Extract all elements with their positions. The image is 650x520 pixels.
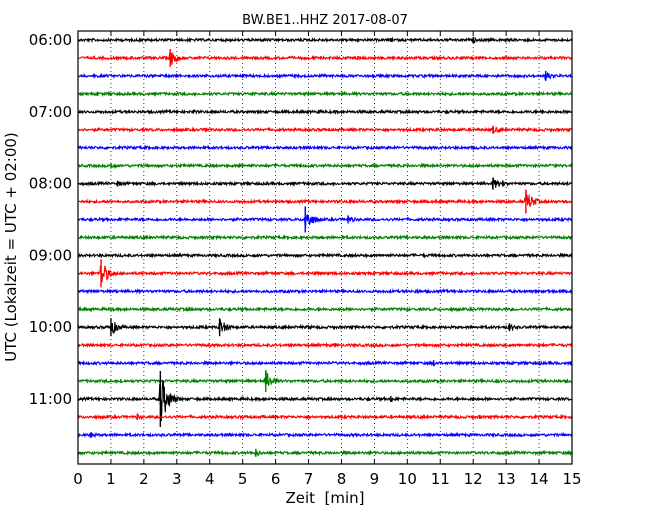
trace-row xyxy=(77,252,573,259)
seismic-trace xyxy=(77,305,573,313)
x-tick-label: 1 xyxy=(106,470,116,488)
plot-frame xyxy=(77,30,573,465)
seismic-trace xyxy=(77,52,573,65)
trace-row xyxy=(77,305,573,313)
x-tick-label: 10 xyxy=(398,470,417,488)
x-axis-ticks: 0 1 2 3 4 5 6 7 8 9 10 11 12 13 14 15 xyxy=(73,31,582,488)
seismic-trace xyxy=(77,252,573,259)
x-tick-label: 2 xyxy=(139,470,149,488)
x-tick-label: 6 xyxy=(271,470,281,488)
seismic-trace xyxy=(78,178,573,189)
trace-row xyxy=(77,36,573,44)
x-tick-label: 11 xyxy=(431,470,450,488)
seismic-trace xyxy=(77,36,573,44)
x-tick-label: 0 xyxy=(73,470,83,488)
trace-row xyxy=(77,108,573,116)
x-tick-label: 4 xyxy=(205,470,215,488)
y-axis-ticks: 06:00 07:00 08:00 09:00 10:00 11:00 xyxy=(29,31,83,408)
seismic-trace xyxy=(77,371,573,387)
x-tick-label: 8 xyxy=(337,470,347,488)
x-tick-label: 5 xyxy=(238,470,248,488)
trace-row xyxy=(77,359,573,367)
seismic-trace xyxy=(77,265,573,283)
y-tick-label: 06:00 xyxy=(29,31,72,49)
x-tick-label: 12 xyxy=(464,470,483,488)
seismic-trace xyxy=(77,287,573,295)
y-tick-label: 07:00 xyxy=(29,103,72,121)
x-tick-label: 7 xyxy=(304,470,314,488)
y-axis-label: UTC (Lokalzeit = UTC + 02:00) xyxy=(2,132,20,362)
trace-row xyxy=(77,48,573,67)
trace-row xyxy=(77,448,573,457)
seismic-trace xyxy=(77,379,573,422)
seismic-trace xyxy=(77,359,573,367)
seismic-trace xyxy=(77,449,573,457)
trace-row xyxy=(77,234,573,241)
y-tick-label: 09:00 xyxy=(29,246,72,264)
seismic-traces xyxy=(77,36,573,457)
trace-row xyxy=(77,90,573,98)
trace-row xyxy=(77,259,573,288)
seismic-trace xyxy=(77,234,573,241)
seismic-trace xyxy=(77,90,573,98)
y-tick-label: 11:00 xyxy=(29,390,72,408)
seismic-trace xyxy=(77,162,573,170)
seismic-trace xyxy=(77,431,573,439)
trace-row xyxy=(77,370,573,393)
trace-row xyxy=(78,206,573,233)
seismic-trace xyxy=(77,412,573,421)
x-tick-label: 9 xyxy=(370,470,380,488)
seismic-trace xyxy=(77,190,573,207)
y-tick-label: 08:00 xyxy=(29,175,72,193)
trace-row xyxy=(77,189,573,214)
trace-row xyxy=(77,144,573,152)
seismic-trace xyxy=(77,341,573,349)
seismic-trace xyxy=(77,125,573,135)
grid-lines xyxy=(110,31,540,464)
seismic-trace xyxy=(78,213,573,229)
chart-title: BW.BE1..HHZ 2017-08-07 xyxy=(242,13,408,28)
trace-row xyxy=(77,318,573,337)
seismic-trace xyxy=(77,144,573,152)
trace-row xyxy=(77,341,573,349)
x-tick-label: 3 xyxy=(172,470,182,488)
trace-row xyxy=(77,431,573,439)
trace-row xyxy=(77,287,573,295)
trace-row xyxy=(78,177,573,190)
x-tick-label: 13 xyxy=(497,470,516,488)
seismic-trace xyxy=(77,108,573,116)
trace-row xyxy=(77,162,573,170)
trace-row xyxy=(77,412,573,421)
x-tick-label: 14 xyxy=(530,470,549,488)
trace-row xyxy=(77,125,573,135)
y-tick-label: 10:00 xyxy=(29,318,72,336)
seismic-trace xyxy=(77,319,573,335)
x-tick-label: 15 xyxy=(562,470,581,488)
x-axis-label: Zeit [min] xyxy=(285,489,364,507)
seismic-trace xyxy=(77,72,573,80)
trace-row xyxy=(77,70,573,81)
